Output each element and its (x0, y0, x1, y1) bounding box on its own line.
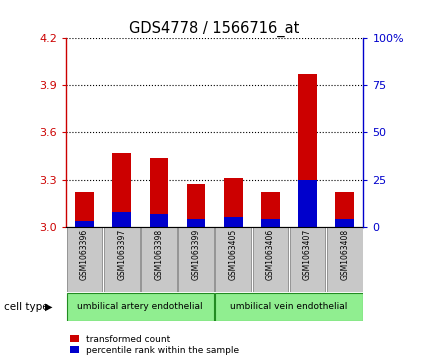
Bar (187, 184, 205, 227)
Bar (187, 219, 205, 227)
FancyBboxPatch shape (67, 227, 102, 292)
Text: GSM1063399: GSM1063399 (192, 229, 201, 280)
FancyBboxPatch shape (252, 227, 288, 292)
Text: GSM1063405: GSM1063405 (229, 229, 238, 280)
Bar (224, 178, 243, 227)
Text: GSM1063407: GSM1063407 (303, 229, 312, 280)
Text: umbilical vein endothelial: umbilical vein endothelial (230, 302, 348, 311)
Bar (298, 180, 317, 227)
Bar (335, 219, 354, 227)
Bar (335, 192, 354, 227)
Title: GDS4778 / 1566716_at: GDS4778 / 1566716_at (130, 21, 300, 37)
Text: GSM1063406: GSM1063406 (266, 229, 275, 280)
FancyBboxPatch shape (141, 227, 177, 292)
Bar (75, 221, 94, 227)
Bar (261, 219, 280, 227)
Bar (298, 74, 317, 227)
FancyBboxPatch shape (104, 227, 139, 292)
Text: GSM1063396: GSM1063396 (80, 229, 89, 280)
Bar (261, 192, 280, 227)
Text: GSM1063397: GSM1063397 (117, 229, 126, 280)
Text: GSM1063408: GSM1063408 (340, 229, 349, 280)
FancyBboxPatch shape (67, 293, 214, 321)
FancyBboxPatch shape (327, 227, 363, 292)
Bar (224, 217, 243, 227)
Bar (112, 153, 131, 227)
Text: cell type: cell type (4, 302, 49, 312)
Bar (150, 214, 168, 227)
Legend: transformed count, percentile rank within the sample: transformed count, percentile rank withi… (71, 335, 239, 355)
Bar (112, 212, 131, 227)
Text: GSM1063398: GSM1063398 (154, 229, 163, 280)
Bar (75, 192, 94, 227)
FancyBboxPatch shape (290, 227, 326, 292)
Bar (150, 158, 168, 227)
Text: ▶: ▶ (45, 302, 53, 312)
FancyBboxPatch shape (215, 227, 251, 292)
Text: umbilical artery endothelial: umbilical artery endothelial (77, 302, 203, 311)
FancyBboxPatch shape (178, 227, 214, 292)
FancyBboxPatch shape (215, 293, 363, 321)
